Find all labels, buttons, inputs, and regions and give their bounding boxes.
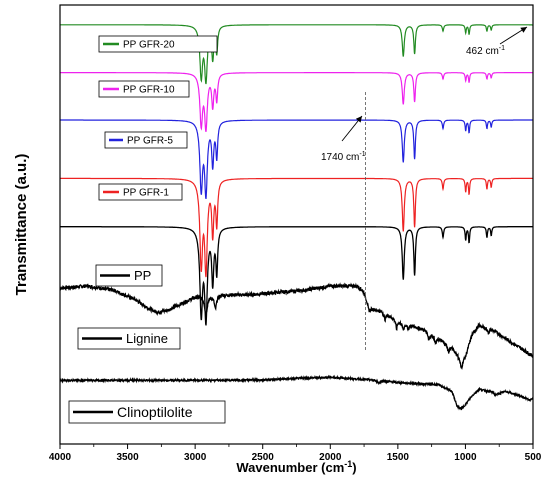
annotation-label: 1740 cm-1 — [321, 151, 366, 163]
x-tick-label-1000: 1000 — [454, 452, 477, 463]
legend-box — [98, 35, 218, 53]
x-tick-label-3500: 3500 — [116, 452, 139, 463]
legend-box — [68, 400, 226, 424]
legend-item-pp-gfr-10: PP GFR-10 — [98, 80, 190, 98]
legend-box — [104, 131, 188, 149]
legend-box — [77, 327, 181, 350]
legend-item-pp-gfr-20: PP GFR-20 — [98, 35, 218, 53]
series-line-clinoptilolite — [59, 374, 534, 411]
series-layer — [59, 24, 534, 411]
legend-layer: PP GFR-20 PP GFR-10 PP GFR-5 PP GFR-1 PP Lign… — [68, 35, 226, 424]
y-axis-title: Transmittance (a.u.) — [13, 154, 30, 296]
x-tick-label-2500: 2500 — [252, 452, 275, 463]
legend-label: PP — [134, 268, 151, 283]
annotation-layer: 462 cm-1 1740 cm-1 — [321, 26, 528, 163]
legend-label: PP GFR-1 — [123, 188, 169, 199]
series-line-pp — [60, 226, 533, 326]
x-tick-label-4000: 4000 — [49, 452, 72, 463]
x-tick-label-3000: 3000 — [184, 452, 207, 463]
annotation-arrowhead — [520, 27, 527, 33]
series-line-pp-gfr-1 — [60, 177, 533, 278]
legend-item-pp-gfr-5: PP GFR-5 — [104, 131, 188, 149]
x-axis-title: Wavenumber (cm-1) — [236, 459, 356, 475]
legend-label: PP GFR-5 — [127, 136, 173, 147]
legend-label: Clinoptilolite — [117, 404, 193, 420]
legend-item-pp-gfr-1: PP GFR-1 — [98, 183, 183, 201]
legend-item-clinoptilolite: Clinoptilolite — [68, 400, 226, 424]
legend-box — [98, 80, 190, 98]
series-line-lignine — [59, 282, 534, 370]
x-ticks-layer: 4000 3500 3000 2500 2000 1500 1000 500 — [49, 444, 542, 463]
legend-item-lignine: Lignine — [77, 327, 181, 350]
annotation-462: 462 cm-1 — [466, 26, 528, 57]
series-line-pp-gfr-5 — [60, 119, 533, 200]
x-tick-label-500: 500 — [525, 452, 542, 463]
legend-box — [98, 183, 183, 201]
legend-label: PP GFR-20 — [123, 40, 175, 51]
annotation-label: 462 cm-1 — [466, 45, 505, 57]
annotation-1740: 1740 cm-1 — [321, 115, 366, 163]
legend-item-pp: PP — [95, 264, 163, 287]
annotation-arrowhead — [355, 116, 362, 123]
series-line-pp-gfr-20 — [60, 24, 533, 85]
legend-label: PP GFR-10 — [123, 85, 175, 96]
x-tick-label-1500: 1500 — [387, 452, 410, 463]
x-tick-label-2000: 2000 — [319, 452, 342, 463]
series-line-pp-gfr-10 — [60, 72, 533, 132]
legend-label: Lignine — [126, 331, 168, 346]
